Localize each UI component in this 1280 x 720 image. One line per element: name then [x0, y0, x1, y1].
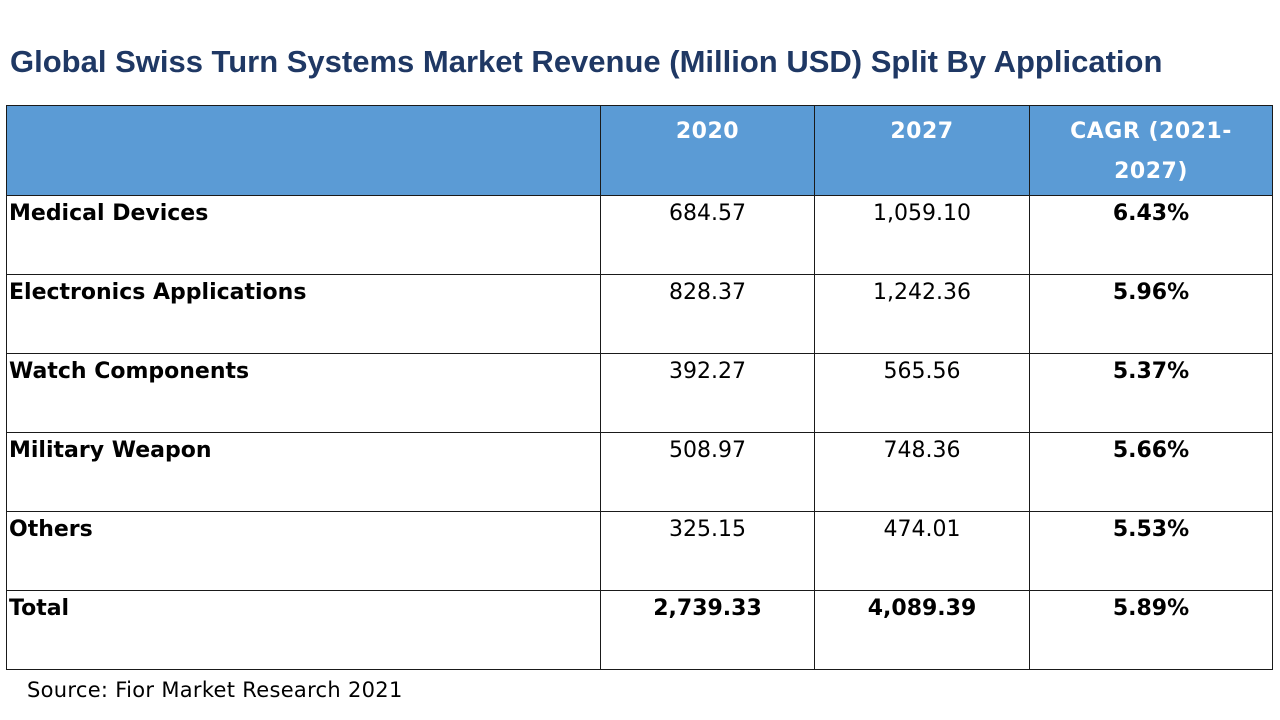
table-row: Military Weapon 508.97 748.36 5.66%: [6, 432, 1273, 512]
value-cagr: 5.66%: [1029, 432, 1273, 512]
table-row: Watch Components 392.27 565.56 5.37%: [6, 353, 1273, 433]
value-cagr: 5.37%: [1029, 353, 1273, 433]
value-cagr: 5.53%: [1029, 511, 1273, 591]
value-2020: 508.97: [600, 432, 815, 512]
table-row-total: Total 2,739.33 4,089.39 5.89%: [6, 590, 1273, 670]
row-label: Military Weapon: [6, 432, 601, 512]
total-2020: 2,739.33: [600, 590, 815, 670]
chart-title: Global Swiss Turn Systems Market Revenue…: [10, 44, 1163, 79]
header-2020: 2020: [600, 105, 815, 196]
row-label: Electronics Applications: [6, 274, 601, 354]
row-label: Medical Devices: [6, 195, 601, 275]
value-2027: 1,059.10: [814, 195, 1030, 275]
header-application: [6, 105, 601, 196]
header-2027: 2027: [814, 105, 1030, 196]
table-row: Electronics Applications 828.37 1,242.36…: [6, 274, 1273, 354]
value-cagr: 6.43%: [1029, 195, 1273, 275]
total-label: Total: [6, 590, 601, 670]
header-cagr-line2: 2027): [1114, 159, 1188, 184]
value-2020: 325.15: [600, 511, 815, 591]
value-2020: 828.37: [600, 274, 815, 354]
value-2020: 392.27: [600, 353, 815, 433]
row-label: Watch Components: [6, 353, 601, 433]
header-cagr: CAGR (2021- 2027): [1029, 105, 1273, 196]
value-2020: 684.57: [600, 195, 815, 275]
value-2027: 565.56: [814, 353, 1030, 433]
value-2027: 474.01: [814, 511, 1030, 591]
row-label: Others: [6, 511, 601, 591]
source-note: Source: Fior Market Research 2021: [27, 678, 403, 702]
value-cagr: 5.96%: [1029, 274, 1273, 354]
table-row: Others 325.15 474.01 5.53%: [6, 511, 1273, 591]
value-2027: 1,242.36: [814, 274, 1030, 354]
table-row: Medical Devices 684.57 1,059.10 6.43%: [6, 195, 1273, 275]
header-cagr-line1: CAGR (2021-: [1070, 119, 1232, 144]
value-2027: 748.36: [814, 432, 1030, 512]
total-cagr: 5.89%: [1029, 590, 1273, 670]
market-revenue-table: 2020 2027 CAGR (2021- 2027) Medical Devic…: [6, 105, 1273, 670]
total-2027: 4,089.39: [814, 590, 1030, 670]
table-header-row: 2020 2027 CAGR (2021- 2027): [6, 105, 1273, 196]
